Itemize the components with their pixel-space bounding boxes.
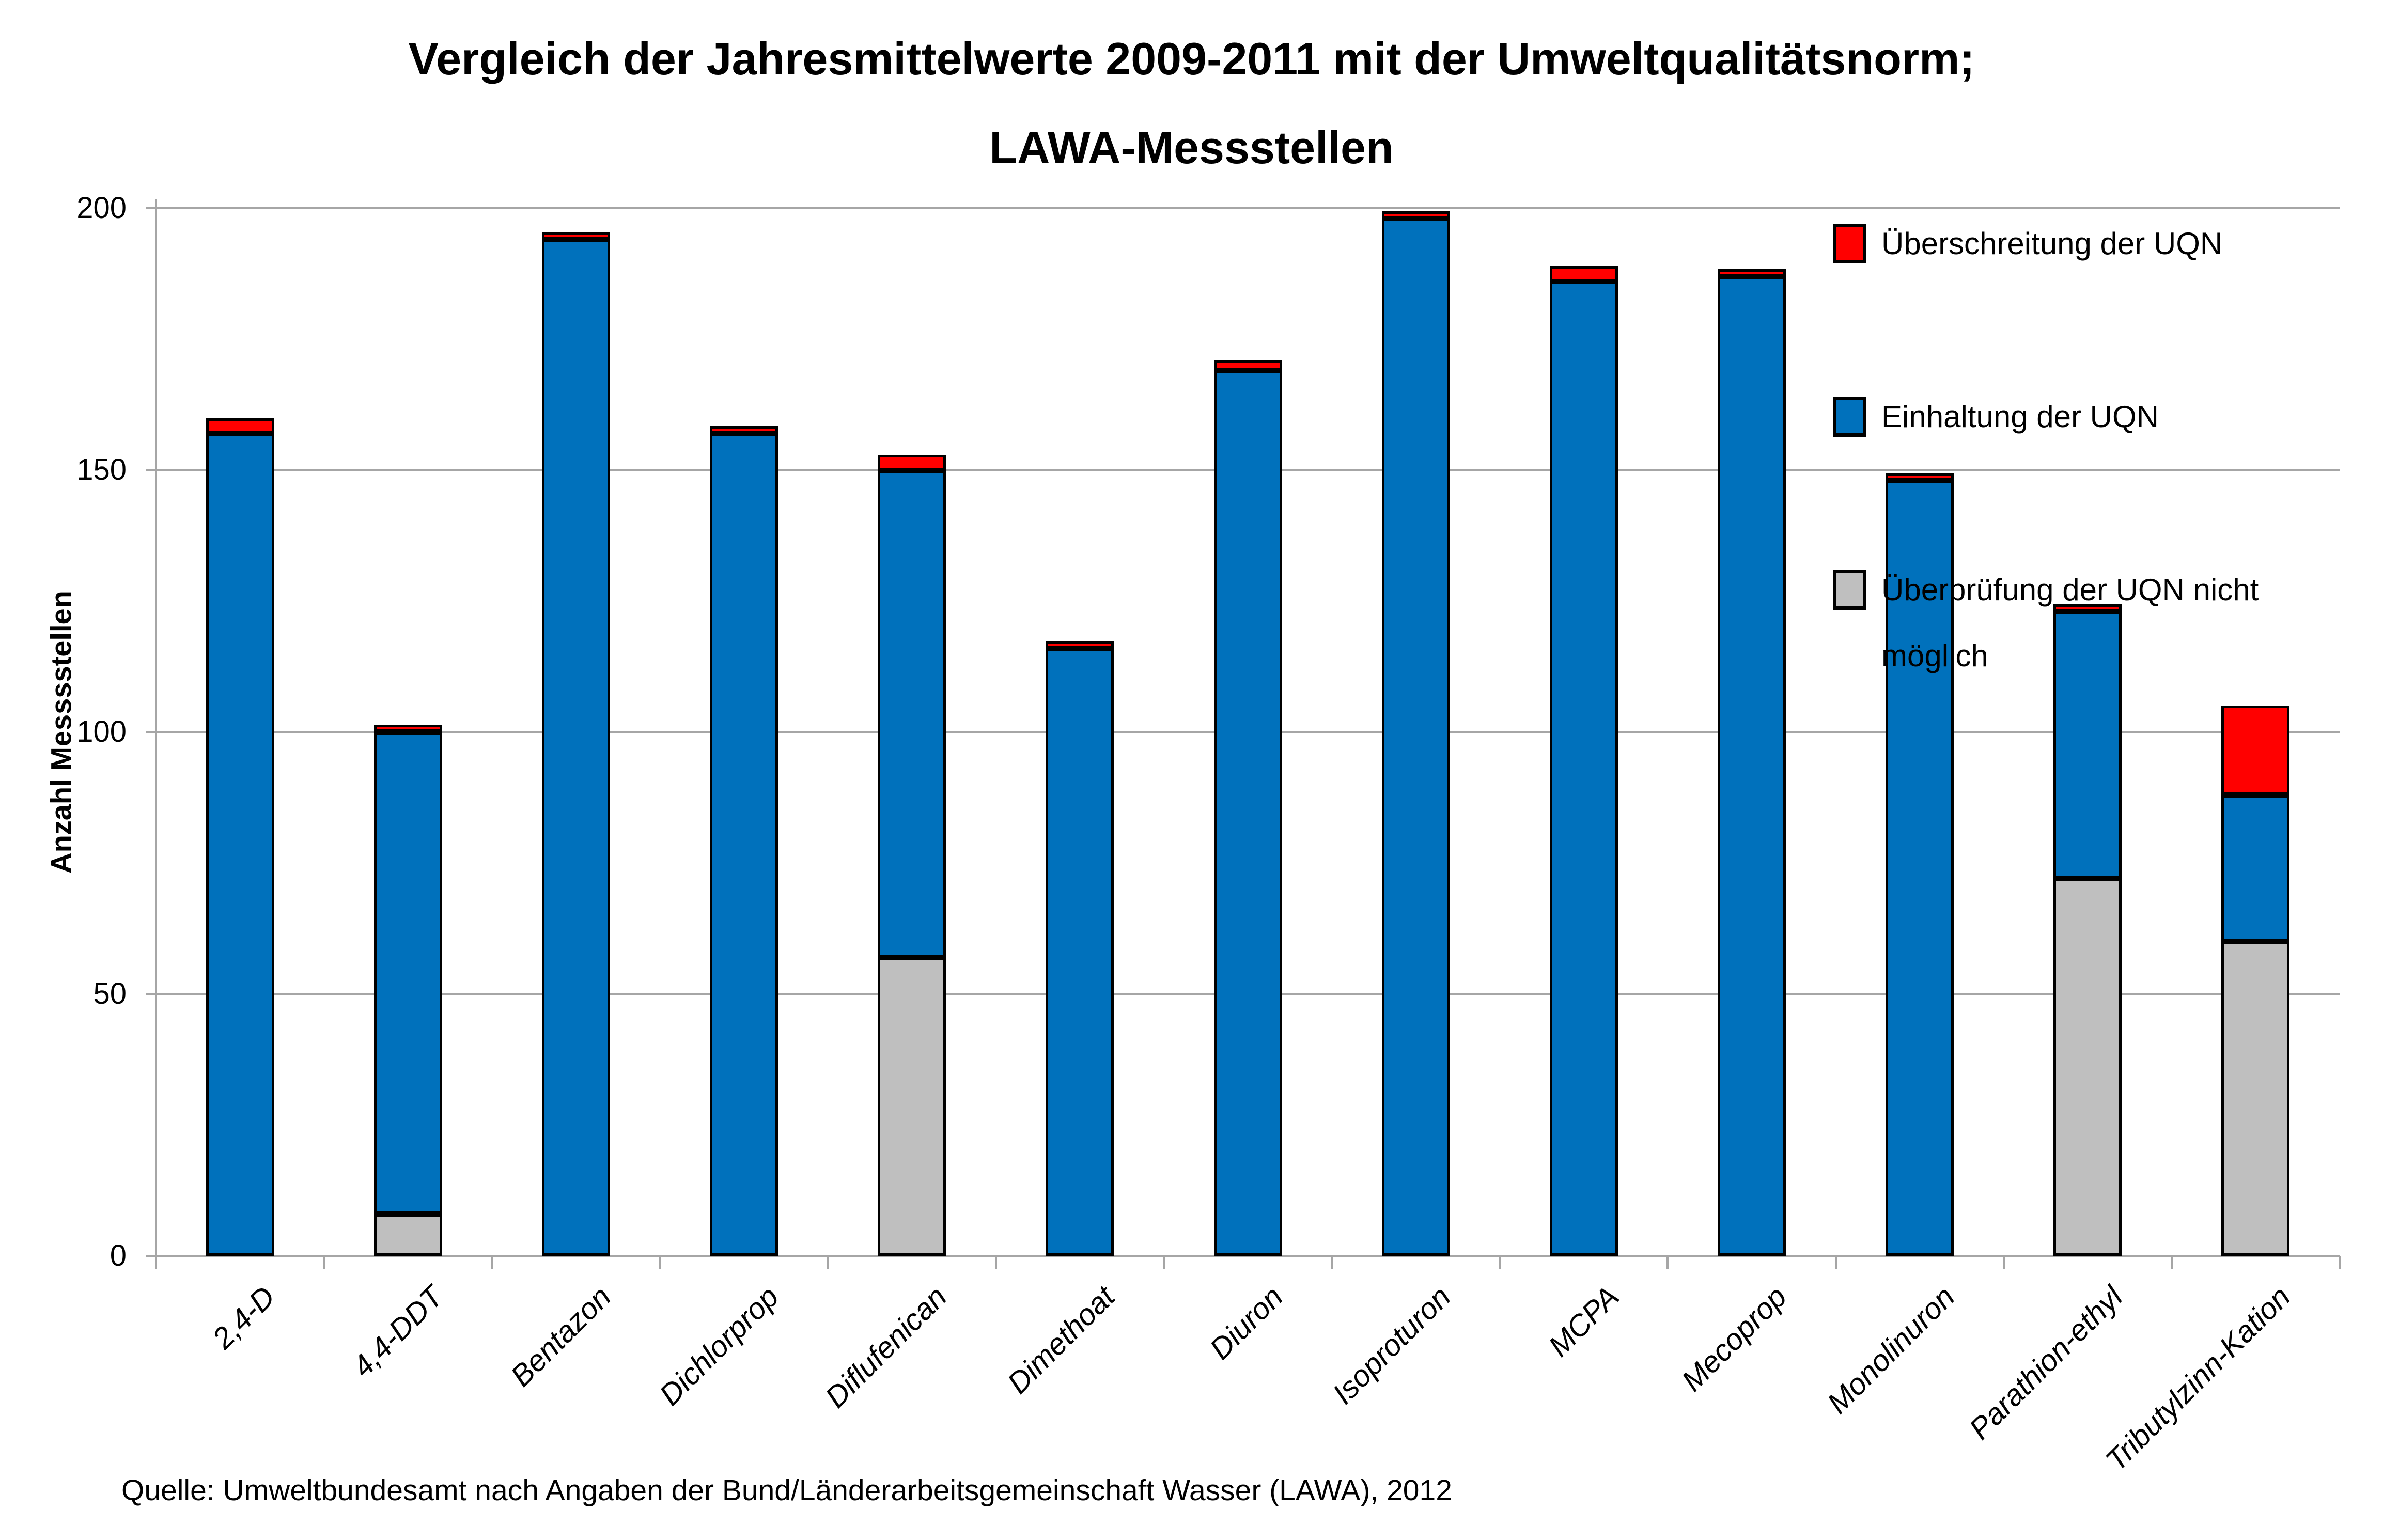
bar-segment-Isoproturon-red (1381, 211, 1450, 219)
legend-item-ueberpruefung: Überprüfung der UQN nicht möglich (1833, 557, 2360, 689)
x-axis-label-2,4-D: 2,4-D (206, 1280, 282, 1356)
gridline-y-200 (146, 207, 2340, 209)
x-axis-label-Dichlorprop: Dichlorprop (653, 1280, 786, 1412)
gridline-y-0 (146, 1255, 2340, 1257)
x-axis-label-Dimethoat: Dimethoat (1001, 1280, 1122, 1401)
x-axis-tick (323, 1256, 325, 1269)
bar-segment-2,4-D-blue (206, 433, 274, 1256)
legend-label: Einhaltung der UQN (1881, 399, 2159, 434)
bar-segment-Diuron-blue (1213, 370, 1282, 1256)
bar-segment-Isoproturon-blue (1381, 219, 1450, 1256)
bar-segment-Diflufenican-red (878, 454, 946, 470)
source-caption: Quelle: Umweltbundesamt nach Angaben der… (121, 1474, 1452, 1507)
x-axis-tick (1666, 1256, 1669, 1269)
x-axis-tick (1834, 1256, 1837, 1269)
bar-segment-Diflufenican-blue (878, 470, 946, 958)
bar-segment-Monolinuron-blue (1886, 480, 1954, 1256)
bar-segment-4,4-DDT-gray (373, 1214, 442, 1256)
bar-segment-Dimethoat-blue (1046, 648, 1114, 1256)
x-axis-tick (1499, 1256, 1501, 1269)
bar-segment-Parathion-ethyl-gray (2053, 878, 2122, 1256)
legend-swatch-blue (1833, 397, 1866, 437)
bar-segment-Bentazon-red (541, 232, 610, 240)
legend: Überschreitung der UQN Einhaltung der UQ… (1833, 211, 2360, 689)
chart-title: Vergleich der Jahresmittelwerte 2009-201… (0, 14, 2383, 192)
x-axis-label-Diuron: Diuron (1203, 1280, 1289, 1366)
bar-segment-Tributylzinn-Kation-red (2221, 706, 2290, 795)
x-axis-label-4,4-DDT: 4,4-DDT (346, 1280, 449, 1384)
y-tick-label: 150 (76, 453, 127, 487)
x-axis-tick (491, 1256, 493, 1269)
x-axis-label-Tributylzinn-Kation: Tributylzinn-Kation (2099, 1280, 2297, 1477)
y-tick-label: 100 (76, 715, 127, 749)
legend-swatch-gray (1833, 570, 1866, 610)
y-axis-line (155, 199, 157, 1268)
legend-item-einhaltung: Einhaltung der UQN (1833, 384, 2360, 450)
bar-segment-Dichlorprop-red (710, 426, 778, 434)
bar-segment-MCPA-blue (1549, 281, 1618, 1256)
y-tick-label: 200 (76, 191, 127, 225)
x-axis-tick (2170, 1256, 2173, 1269)
bar-segment-Monolinuron-red (1886, 473, 1954, 481)
bar-segment-Mecoprop-blue (1717, 276, 1786, 1256)
x-axis-label-Diflufenican: Diflufenican (819, 1280, 954, 1414)
bar-segment-4,4-DDT-blue (373, 732, 442, 1214)
x-axis-tick (994, 1256, 997, 1269)
bar-segment-4,4-DDT-red (373, 725, 442, 732)
bar-segment-Parathion-ethyl-blue (2053, 611, 2122, 879)
legend-label: Überschreitung der UQN (1881, 226, 2223, 261)
x-axis-tick (155, 1256, 157, 1269)
bar-segment-Mecoprop-red (1717, 269, 1786, 276)
bar-segment-Tributylzinn-Kation-gray (2221, 941, 2290, 1256)
x-axis-label-MCPA: MCPA (1541, 1280, 1626, 1363)
y-tick-label: 50 (93, 977, 127, 1010)
x-axis-tick (2339, 1256, 2341, 1269)
x-axis-label-Mecoprop: Mecoprop (1675, 1280, 1794, 1398)
bar-segment-MCPA-red (1549, 266, 1618, 282)
legend-label: Überprüfung der UQN nicht möglich (1881, 572, 2259, 673)
legend-item-ueberschreitung: Überschreitung der UQN (1833, 211, 2360, 277)
x-axis-tick (2002, 1256, 2005, 1269)
bar-segment-Diuron-red (1213, 360, 1282, 371)
bar-segment-Parathion-ethyl-red (2053, 604, 2122, 612)
bar-segment-Dimethoat-red (1046, 641, 1114, 648)
bar-segment-Diflufenican-gray (878, 957, 946, 1256)
chart-title-line2: LAWA-Messstellen (989, 122, 1394, 173)
bar-segment-Dichlorprop-blue (710, 433, 778, 1256)
x-axis-tick (1331, 1256, 1333, 1269)
x-axis-tick (827, 1256, 829, 1269)
bar-segment-Tributylzinn-Kation-blue (2221, 795, 2290, 942)
bar-segment-2,4-D-red (206, 417, 274, 434)
y-tick-label: 0 (110, 1239, 127, 1272)
chart-title-line1: Vergleich der Jahresmittelwerte 2009-201… (408, 33, 1975, 84)
x-axis-label-Bentazon: Bentazon (504, 1280, 618, 1393)
x-axis-tick (1162, 1256, 1165, 1269)
x-axis-label-Monolinuron: Monolinuron (1820, 1280, 1961, 1420)
x-axis-label-Isoproturon: Isoproturon (1326, 1280, 1457, 1411)
bar-segment-Bentazon-blue (541, 239, 610, 1256)
x-axis-label-Parathion-ethyl: Parathion-ethyl (1963, 1280, 2129, 1446)
x-axis-tick (659, 1256, 661, 1269)
legend-swatch-red (1833, 224, 1866, 263)
